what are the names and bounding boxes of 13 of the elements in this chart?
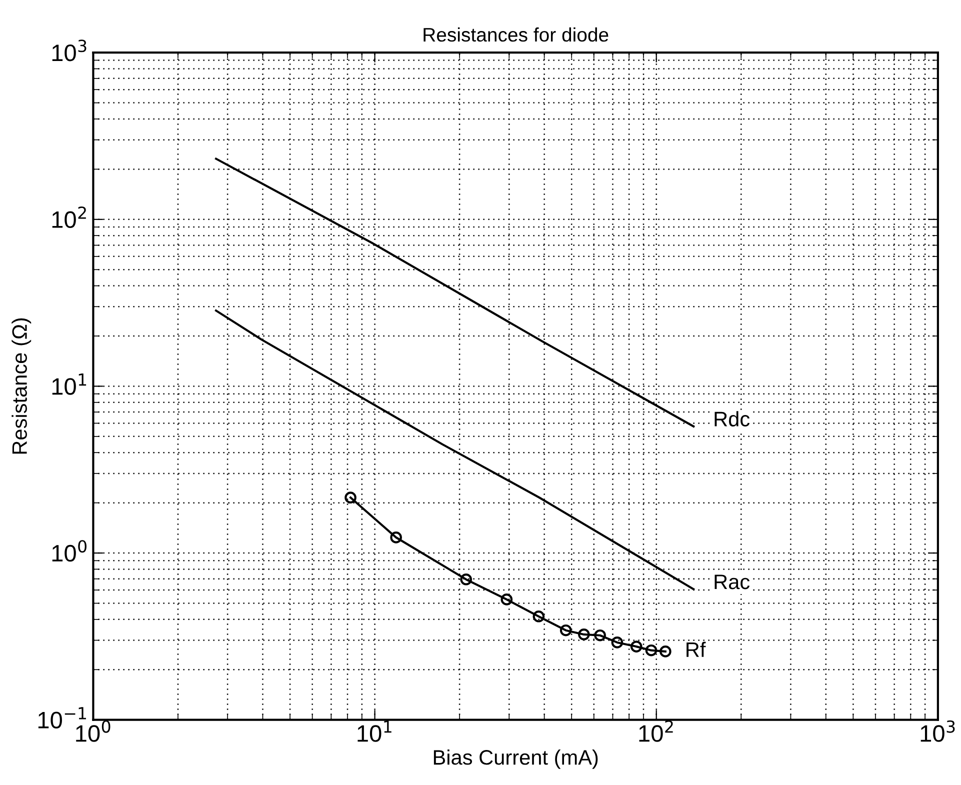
y-axis-title: Resistance (Ω) bbox=[12, 318, 32, 454]
y-tick-label: 10$^{0}$ bbox=[52, 540, 86, 562]
x-tick-label: 10$^{3}$ bbox=[920, 720, 955, 742]
x-tick-label: 10$^{1}$ bbox=[358, 720, 392, 742]
y-tick-label: 10$^{3}$ bbox=[52, 40, 86, 62]
x-axis-title: Bias Current (mA) bbox=[434, 749, 598, 769]
series-label: Rdc bbox=[714, 411, 750, 426]
chart-title: Resistances for diode bbox=[424, 27, 608, 42]
x-tick-label: 10$^{2}$ bbox=[639, 720, 673, 742]
y-tick-label: 10$^{1}$ bbox=[52, 374, 86, 395]
y-tick-label: 10$^{2}$ bbox=[52, 206, 86, 228]
series-label: Rf bbox=[686, 642, 706, 657]
series-label: Rac bbox=[714, 574, 750, 590]
